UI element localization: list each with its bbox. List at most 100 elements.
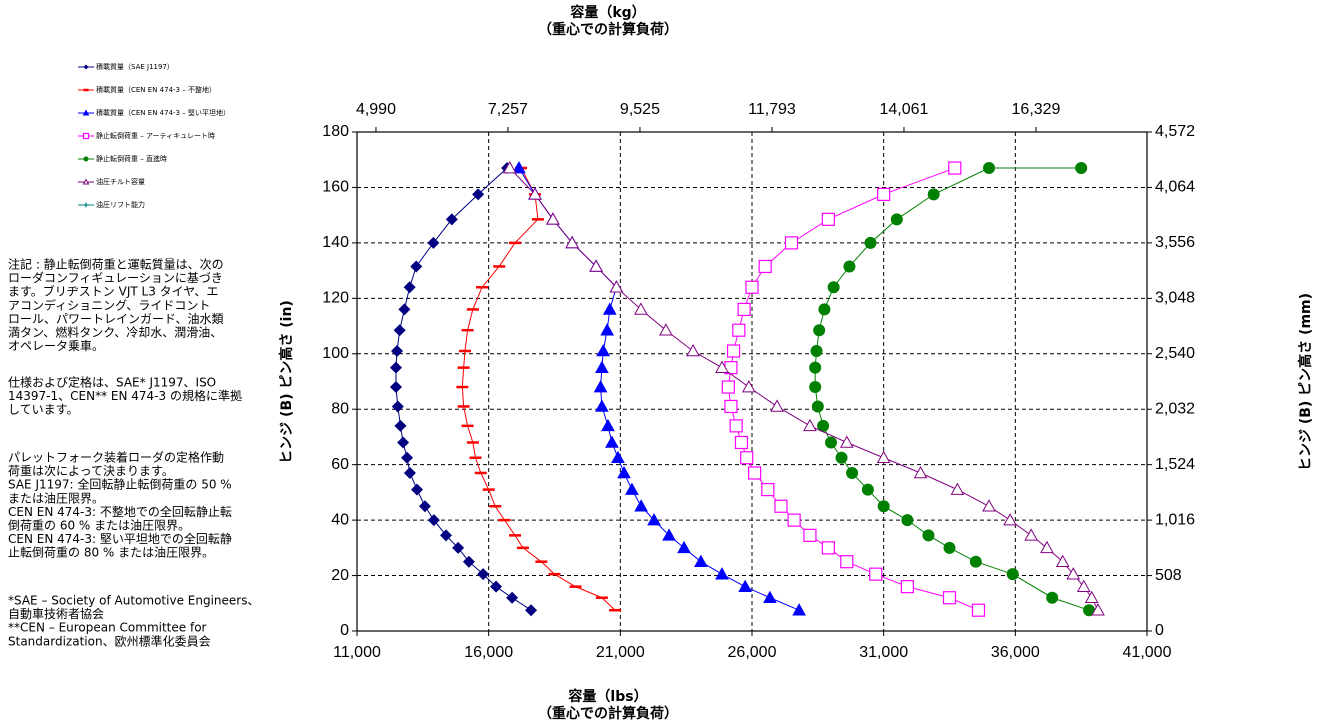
legend-label: 積載質量（CEN EN 474-3 – 不整地）: [96, 85, 216, 94]
legend-marker: [82, 109, 90, 116]
marker: [877, 500, 890, 513]
note-line: *SAE – Society of Automotive Engineers、: [8, 594, 259, 608]
y-tick-label: 80: [331, 400, 349, 417]
marker: [605, 435, 619, 448]
marker: [647, 513, 661, 526]
marker: [659, 323, 673, 336]
marker: [602, 302, 617, 315]
marker: [403, 466, 416, 479]
x2-tick-label: 16,329: [1012, 101, 1061, 118]
marker: [452, 541, 465, 554]
x2-title: 容量（kg）: [569, 4, 645, 21]
marker: [403, 281, 416, 294]
note-line: Standardization、欧州標準化委員会: [8, 633, 211, 648]
x2-tick-label: 9,525: [620, 101, 660, 118]
marker: [595, 399, 609, 412]
x2-tick-label: 11,793: [748, 101, 796, 118]
marker: [971, 603, 986, 617]
marker: [732, 323, 746, 337]
marker: [1066, 567, 1081, 580]
marker: [843, 260, 856, 273]
legend-marker: [83, 156, 89, 162]
marker: [528, 187, 542, 200]
marker: [948, 161, 962, 175]
y2-tick-label: 2,540: [1155, 345, 1195, 362]
marker: [398, 303, 411, 316]
marker: [726, 344, 741, 358]
series-line: [461, 167, 616, 611]
marker: [634, 302, 648, 315]
marker: [758, 259, 772, 274]
marker: [821, 541, 835, 555]
note-line: パレットフォーク装着ローダの定格作動: [8, 450, 224, 465]
x-tick-label: 16,000: [464, 644, 513, 661]
marker: [942, 591, 957, 605]
marker: [827, 281, 840, 294]
y2-title: ヒンジ (B) ピン高さ (mm): [1297, 293, 1314, 471]
marker: [418, 500, 431, 513]
note-line: 14397-1、CEN** EN 474-3 の規格に準拠: [8, 388, 242, 403]
x-tick-label: 41,000: [1123, 644, 1172, 661]
note-line: しています。: [8, 403, 78, 417]
legend-label: 静止転倒荷重 – 直進時: [96, 154, 167, 163]
y2-tick-label: 4,064: [1155, 179, 1195, 196]
marker: [745, 280, 759, 294]
note-line: ロール、パワートレインガード、油水類: [8, 312, 224, 326]
marker: [1055, 554, 1070, 567]
marker: [512, 161, 526, 174]
x-tick-label: 11,000: [333, 644, 381, 661]
marker: [729, 419, 743, 433]
y2-tick-label: 3,556: [1155, 234, 1195, 251]
marker: [950, 482, 965, 495]
y-tick-label: 160: [322, 179, 349, 196]
marker: [634, 499, 648, 512]
marker: [817, 419, 830, 432]
marker: [477, 568, 490, 581]
marker: [440, 529, 453, 542]
marker: [589, 259, 603, 272]
y-tick-label: 0: [340, 622, 349, 639]
marker: [724, 399, 738, 414]
note-line: オペレータ乗車。: [8, 339, 104, 353]
marker: [890, 213, 903, 226]
marker: [1003, 513, 1017, 526]
marker: [869, 567, 883, 581]
marker: [462, 555, 475, 568]
marker: [721, 380, 735, 394]
marker: [810, 345, 823, 358]
note-line: SAE J1197: 全回転静止転倒荷重の 50 %: [8, 477, 232, 492]
marker: [1046, 591, 1059, 604]
legend-marker: [83, 64, 89, 70]
x-title: 容量（lbs）: [567, 688, 647, 705]
marker: [741, 380, 756, 393]
marker: [472, 188, 485, 201]
note-line: 注記 : 静止転倒荷重と運転質量は、次の: [8, 257, 224, 272]
marker: [803, 528, 817, 542]
marker: [611, 450, 625, 464]
marker: [748, 466, 762, 480]
marker: [427, 236, 440, 249]
marker: [738, 579, 753, 592]
x2-tick-label: 4,990: [356, 101, 396, 118]
note-line: 自動車技術者協会: [8, 606, 104, 621]
legend-marker: [82, 132, 90, 140]
marker: [410, 260, 423, 273]
y2-tick-label: 1,524: [1155, 456, 1195, 473]
note-line: 荷重は次によって決まります。: [8, 464, 174, 478]
marker: [1040, 540, 1054, 554]
marker: [809, 361, 822, 374]
note-line: ます。ブリヂストン VJT L3 タイヤ、エ: [8, 284, 218, 299]
y-tick-label: 180: [322, 123, 349, 140]
note-line: CEN EN 474-3: 不整地での全回転静止転: [8, 504, 232, 519]
x-subtitle: （重心での計算負荷）: [538, 705, 678, 722]
marker: [625, 482, 639, 495]
marker: [792, 603, 806, 616]
marker: [770, 399, 784, 412]
marker: [593, 380, 608, 393]
marker: [445, 213, 458, 226]
note-line: 仕様および定格は、SAE* J1197、ISO: [8, 375, 216, 390]
x2-subtitle: （重心での計算負荷）: [538, 21, 678, 38]
marker: [818, 303, 831, 316]
marker: [803, 418, 817, 432]
series-line: [395, 167, 532, 611]
